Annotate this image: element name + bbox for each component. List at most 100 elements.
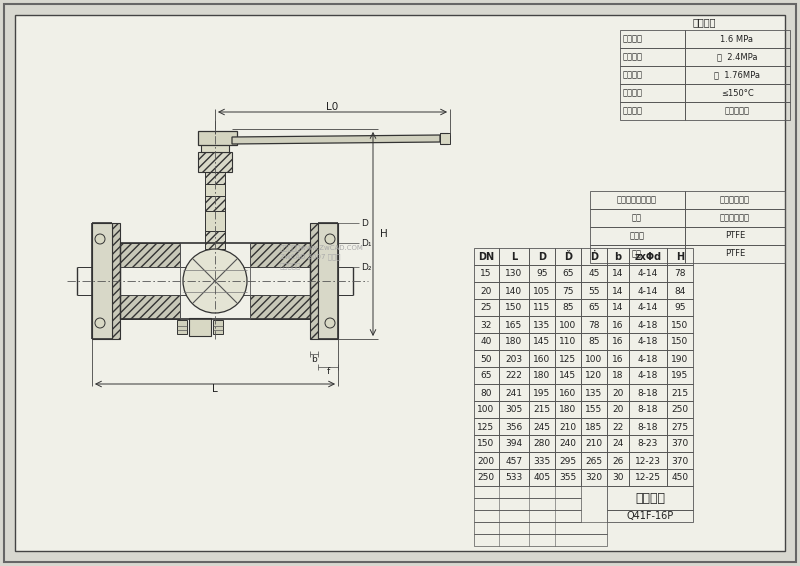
Bar (667, 469, 693, 486)
Bar (474, 350, 499, 367)
Text: 14: 14 (612, 286, 624, 295)
Text: 25: 25 (480, 303, 492, 312)
Text: 14: 14 (612, 303, 624, 312)
Text: 155: 155 (586, 405, 602, 414)
Text: 180: 180 (534, 371, 550, 380)
Text: 公称压力: 公称压力 (623, 35, 643, 44)
Bar (499, 350, 529, 367)
Text: 195: 195 (534, 388, 550, 397)
Text: 355: 355 (559, 474, 577, 482)
Bar (607, 299, 629, 316)
Text: 65: 65 (562, 269, 574, 278)
Bar (250, 295, 310, 319)
Text: 水  2.4MPa: 水 2.4MPa (717, 53, 758, 62)
Bar (499, 384, 529, 401)
Text: L: L (212, 384, 218, 394)
Bar (607, 333, 629, 350)
Text: 4-14: 4-14 (638, 303, 658, 312)
Bar (620, 66, 685, 84)
Bar (499, 452, 529, 469)
Polygon shape (232, 135, 440, 144)
Text: 245: 245 (534, 422, 550, 431)
Text: 150: 150 (506, 303, 522, 312)
Text: 总装配图: 总装配图 (635, 491, 665, 504)
Bar (92, 223, 112, 339)
Text: 370: 370 (671, 457, 689, 465)
Bar (629, 418, 667, 435)
Text: 95: 95 (536, 269, 548, 278)
Bar (499, 401, 529, 418)
Text: 145: 145 (559, 371, 577, 380)
Bar (629, 299, 667, 316)
Bar (555, 316, 581, 333)
Bar (555, 367, 581, 384)
Bar (667, 265, 693, 282)
Text: 4-18: 4-18 (638, 354, 658, 363)
Text: 奥氏体不锈钢: 奥氏体不锈钢 (720, 195, 750, 204)
Bar (629, 384, 667, 401)
Text: 78: 78 (588, 320, 600, 329)
Bar (590, 191, 685, 209)
Bar (198, 152, 232, 172)
Text: 填料: 填料 (632, 250, 642, 259)
Text: 84: 84 (674, 286, 686, 295)
Text: 140: 140 (506, 286, 522, 295)
Text: 265: 265 (586, 457, 602, 465)
Text: 210: 210 (586, 440, 602, 448)
Bar (629, 248, 667, 265)
Text: 65: 65 (480, 371, 492, 380)
Text: 8-23: 8-23 (638, 440, 658, 448)
Bar (607, 265, 629, 282)
Text: 165: 165 (506, 320, 522, 329)
Bar (474, 265, 499, 282)
Text: 30: 30 (612, 474, 624, 482)
Bar (205, 172, 225, 184)
Text: Ď: Ď (564, 252, 572, 262)
Bar (555, 435, 581, 452)
Bar (499, 282, 529, 299)
Text: L0: L0 (326, 102, 338, 112)
Bar (607, 367, 629, 384)
Text: 185: 185 (586, 422, 602, 431)
Text: 65: 65 (588, 303, 600, 312)
Bar (474, 384, 499, 401)
Bar (629, 401, 667, 418)
Bar (474, 299, 499, 316)
Bar (685, 30, 790, 48)
Bar (685, 66, 790, 84)
Text: 性能规范: 性能规范 (692, 17, 716, 27)
Text: 18: 18 (612, 371, 624, 380)
Bar (607, 384, 629, 401)
Bar (499, 418, 529, 435)
Bar (198, 131, 237, 145)
Bar (581, 367, 607, 384)
Text: 125: 125 (559, 354, 577, 363)
Bar (685, 191, 785, 209)
Text: 130: 130 (506, 269, 522, 278)
Text: D: D (538, 252, 546, 262)
Bar (607, 401, 629, 418)
Text: 250: 250 (671, 405, 689, 414)
Bar (590, 227, 685, 245)
Bar (205, 231, 225, 249)
Bar (667, 282, 693, 299)
Bar (555, 265, 581, 282)
Text: 26: 26 (612, 457, 624, 465)
Bar (555, 384, 581, 401)
Bar (205, 196, 225, 211)
Text: PTFE: PTFE (725, 231, 745, 241)
Text: 12-25: 12-25 (635, 474, 661, 482)
Bar (685, 102, 790, 120)
Bar (529, 435, 555, 452)
Text: 详情请查阅www.ZwCAD.COM: 详情请查阅www.ZwCAD.COM (280, 245, 364, 251)
Bar (499, 316, 529, 333)
Bar (620, 102, 685, 120)
Bar (529, 282, 555, 299)
Text: 20: 20 (612, 388, 624, 397)
Text: L: L (511, 252, 517, 262)
Bar (499, 367, 529, 384)
Text: 水  1.76MPa: 水 1.76MPa (714, 71, 760, 79)
Text: 160: 160 (534, 354, 550, 363)
Text: b: b (311, 354, 317, 363)
Text: 100: 100 (559, 320, 577, 329)
